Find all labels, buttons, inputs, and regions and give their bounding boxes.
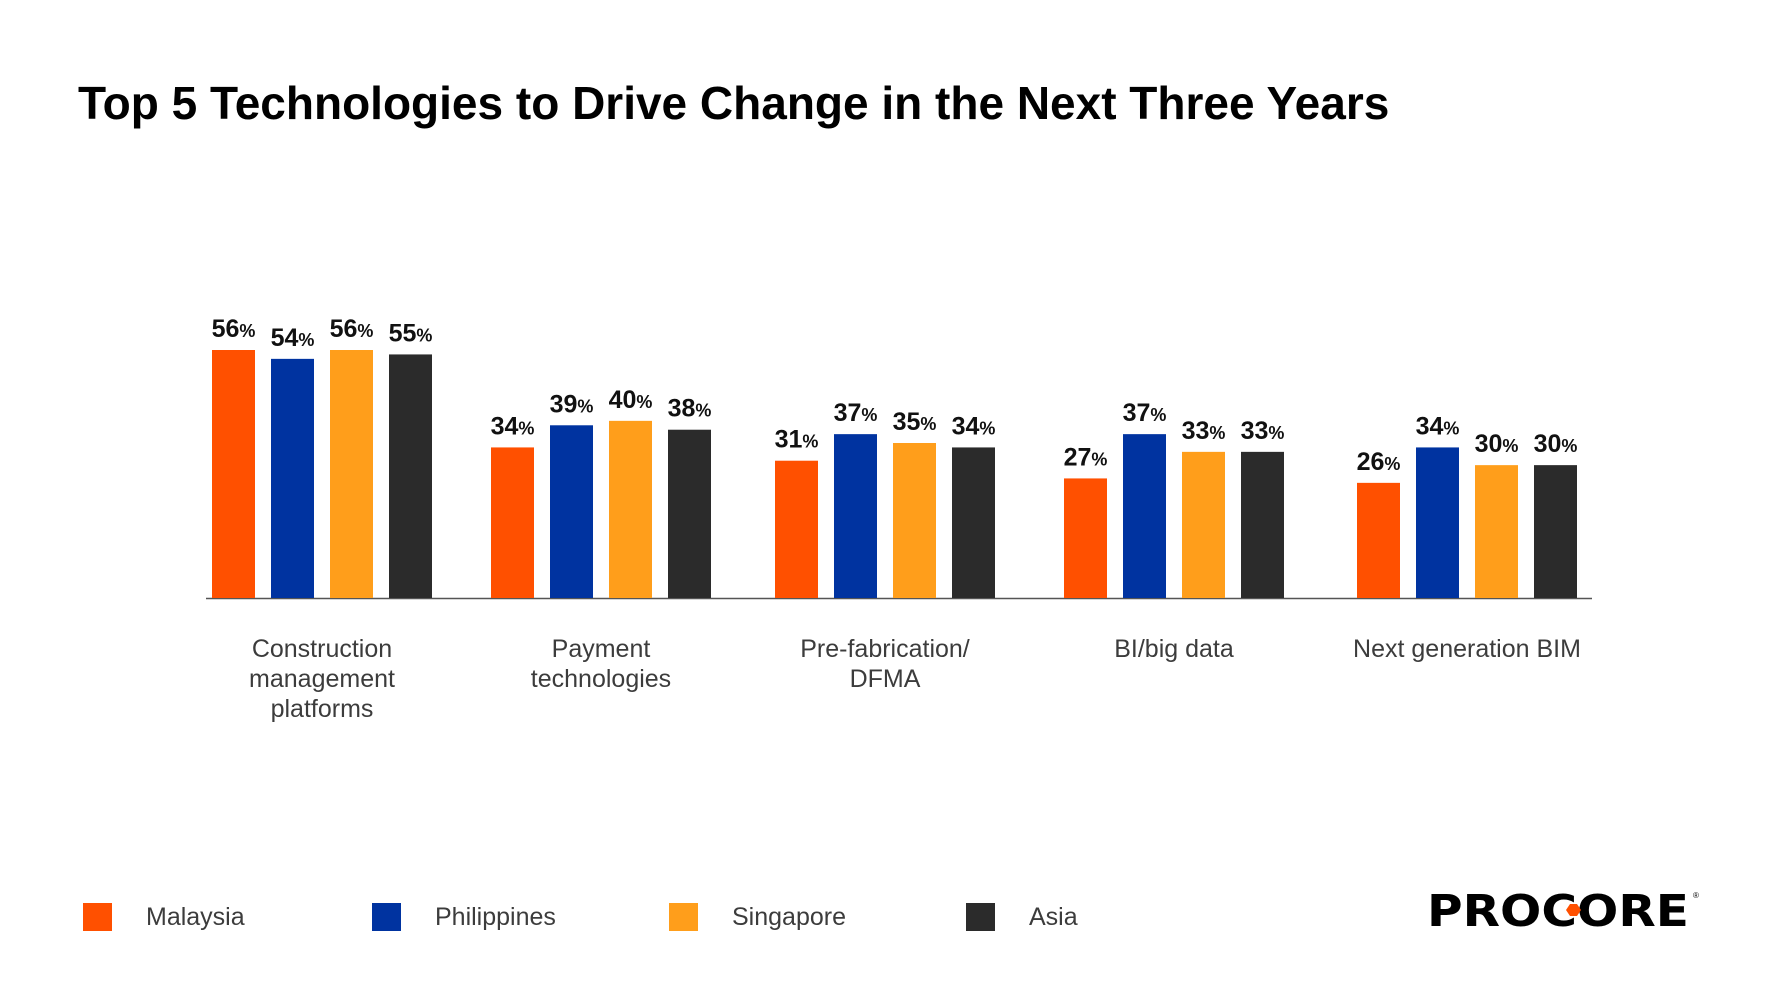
- data-label: 39%: [550, 390, 594, 418]
- bar-singapore-1: [609, 420, 652, 598]
- legend-item-malaysia: Malaysia: [83, 902, 245, 932]
- bar-asia-0: [389, 354, 432, 598]
- logo-hexagon-icon: [1566, 904, 1581, 916]
- bar-singapore-4: [1475, 465, 1518, 598]
- category-label: Pre-fabrication/DFMA: [800, 635, 970, 693]
- legend-label: Malaysia: [146, 903, 245, 931]
- legend-label: Philippines: [435, 903, 556, 931]
- data-label: 31%: [775, 426, 819, 454]
- legend-item-singapore: Singapore: [669, 902, 846, 932]
- data-label: 40%: [609, 386, 653, 414]
- bar-asia-2: [952, 447, 995, 598]
- bar-singapore-3: [1182, 451, 1225, 598]
- legend-swatch: [966, 903, 995, 931]
- bar-asia-1: [668, 429, 711, 598]
- bar-malaysia-1: [491, 447, 534, 598]
- legend-label: Singapore: [732, 903, 846, 931]
- data-label: 35%: [893, 408, 937, 436]
- svg-text:®: ®: [1693, 891, 1699, 900]
- data-label: 30%: [1534, 430, 1578, 458]
- data-label: 34%: [1416, 412, 1460, 440]
- data-label: 27%: [1064, 443, 1108, 471]
- data-label: 54%: [271, 324, 315, 352]
- data-label: 56%: [212, 315, 256, 343]
- bar-philippines-4: [1416, 447, 1459, 598]
- bar-asia-3: [1241, 451, 1284, 598]
- data-label: 56%: [330, 315, 374, 343]
- bar-philippines-1: [550, 425, 593, 598]
- bar-malaysia-4: [1357, 482, 1400, 598]
- legend-item-asia: Asia: [966, 902, 1078, 932]
- data-label: 30%: [1475, 430, 1519, 458]
- data-label: 34%: [952, 412, 996, 440]
- bar-singapore-0: [330, 350, 373, 598]
- legend-item-philippines: Philippines: [372, 902, 556, 932]
- legend-swatch: [669, 903, 698, 931]
- bar-philippines-2: [834, 434, 877, 598]
- bar-malaysia-3: [1064, 478, 1107, 598]
- data-label: 55%: [389, 319, 433, 347]
- bar-chart: 56% 54% 56% 55% Construction management platfo…: [206, 315, 1592, 723]
- bar-asia-4: [1534, 465, 1577, 598]
- bar-singapore-2: [893, 443, 936, 598]
- legend-swatch: [83, 903, 112, 931]
- procore-logo: PROCORE ®: [1427, 888, 1699, 932]
- category-label: BI/big data: [1114, 635, 1234, 663]
- data-label: 37%: [1123, 399, 1167, 427]
- category-label: Payment technologies: [531, 635, 671, 693]
- data-label: 33%: [1182, 417, 1226, 445]
- data-label: 33%: [1241, 417, 1285, 445]
- legend-swatch: [372, 903, 401, 931]
- bar-philippines-3: [1123, 434, 1166, 598]
- category-label: Construction management platforms: [249, 635, 395, 723]
- data-label: 34%: [491, 412, 535, 440]
- bar-philippines-0: [271, 358, 314, 598]
- bar-malaysia-0: [212, 350, 255, 598]
- legend-label: Asia: [1029, 903, 1078, 931]
- data-label: 26%: [1357, 448, 1401, 476]
- category-label: Next generation BIM: [1353, 635, 1581, 663]
- bar-malaysia-2: [775, 460, 818, 598]
- svg-text:PROCORE: PROCORE: [1427, 888, 1689, 932]
- data-label: 38%: [668, 395, 712, 423]
- data-label: 37%: [834, 399, 878, 427]
- chart-title: Top 5 Technologies to Drive Change in th…: [78, 77, 1390, 129]
